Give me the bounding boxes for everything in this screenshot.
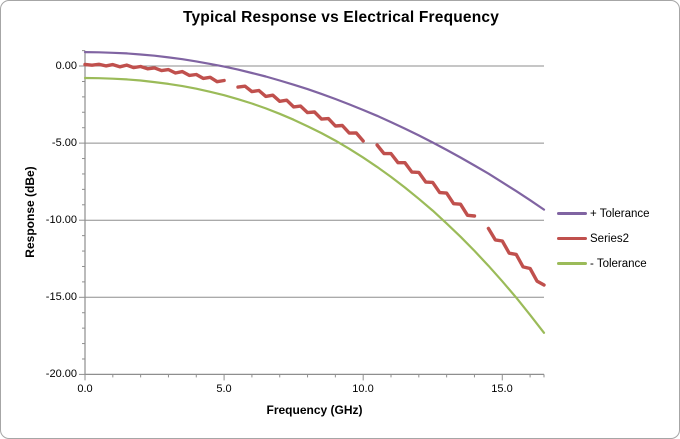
legend-item: + Tolerance [557,201,677,226]
legend-label: - Tolerance [590,257,647,270]
y-tick-label: -20.00 [45,368,77,380]
legend-label: Series2 [590,232,629,245]
y-tick-label: -5.00 [51,137,77,149]
x-tick-label: 10.0 [352,383,374,395]
legend-swatch [557,212,587,215]
x-tick-label: 15.0 [491,383,513,395]
x-tick-label: 5.0 [216,383,232,395]
legend: + Tolerance Series2 - Tolerance [557,201,677,276]
y-tick-label: -15.00 [45,291,77,303]
legend-label: + Tolerance [590,207,650,220]
y-tick-label: 0.00 [55,60,77,72]
chart-title: Typical Response vs Electrical Frequency [182,9,500,26]
x-tick-label: 0.0 [77,383,93,395]
y-tick-label: -10.00 [45,214,77,226]
y-axis-title: Response (dBe) [23,166,37,258]
legend-swatch [557,236,587,241]
legend-item: - Tolerance [557,251,677,276]
x-axis-title: Frequency (GHz) [266,403,363,417]
legend-item: Series2 [557,226,677,251]
legend-swatch [557,262,587,265]
